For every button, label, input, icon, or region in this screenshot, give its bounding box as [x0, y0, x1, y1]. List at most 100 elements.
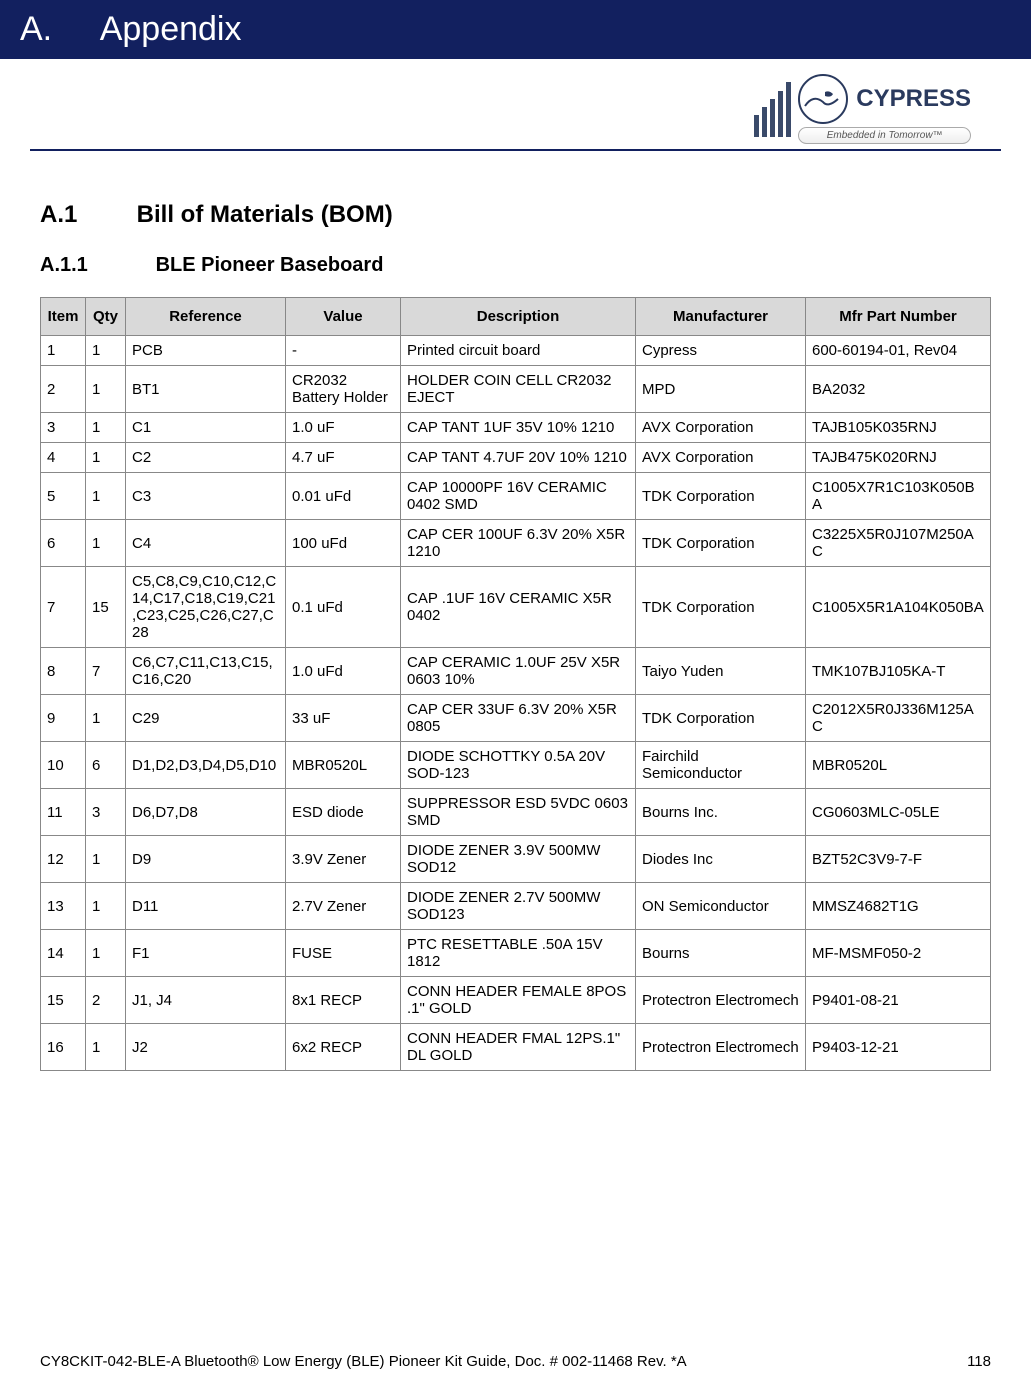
- globe-icon: [798, 74, 848, 124]
- table-cell: FUSE: [286, 930, 401, 977]
- table-row: 21BT1CR2032 Battery HolderHOLDER COIN CE…: [41, 366, 991, 413]
- table-cell: CAP CERAMIC 1.0UF 25V X5R 0603 10%: [401, 648, 636, 695]
- column-header: Value: [286, 298, 401, 336]
- table-cell: 9: [41, 695, 86, 742]
- logo-stripes-icon: [754, 82, 794, 137]
- content-area: A.1 Bill of Materials (BOM) A.1.1 BLE Pi…: [0, 151, 1031, 1071]
- table-cell: HOLDER COIN CELL CR2032 EJECT: [401, 366, 636, 413]
- table-cell: 1.0 uF: [286, 413, 401, 443]
- table-cell: MBR0520L: [286, 742, 401, 789]
- table-cell: CAP 10000PF 16V CERAMIC 0402 SMD: [401, 473, 636, 520]
- table-cell: SUPPRESSOR ESD 5VDC 0603 SMD: [401, 789, 636, 836]
- table-cell: 4.7 uF: [286, 443, 401, 473]
- table-cell: 6: [86, 742, 126, 789]
- header-banner: A. Appendix: [0, 0, 1031, 59]
- table-cell: C6,C7,C11,C13,C15,C16,C20: [126, 648, 286, 695]
- table-cell: 8: [41, 648, 86, 695]
- table-cell: PTC RESETTABLE .50A 15V 1812: [401, 930, 636, 977]
- table-cell: 0.01 uFd: [286, 473, 401, 520]
- table-cell: 1: [86, 836, 126, 883]
- table-cell: Bourns Inc.: [636, 789, 806, 836]
- table-cell: C1005X5R1A104K050BA: [806, 567, 991, 648]
- table-cell: J1, J4: [126, 977, 286, 1024]
- table-cell: 1: [41, 336, 86, 366]
- table-cell: C29: [126, 695, 286, 742]
- table-cell: ON Semiconductor: [636, 883, 806, 930]
- table-cell: 600-60194-01, Rev04: [806, 336, 991, 366]
- table-cell: DIODE ZENER 2.7V 500MW SOD123: [401, 883, 636, 930]
- table-cell: 3.9V Zener: [286, 836, 401, 883]
- column-header: Reference: [126, 298, 286, 336]
- table-cell: CAP TANT 1UF 35V 10% 1210: [401, 413, 636, 443]
- table-cell: 1: [86, 520, 126, 567]
- table-cell: 7: [86, 648, 126, 695]
- table-cell: 1: [86, 1024, 126, 1071]
- subsection-heading-text: BLE Pioneer Baseboard: [156, 254, 384, 276]
- table-cell: D11: [126, 883, 286, 930]
- table-cell: C4: [126, 520, 286, 567]
- table-row: 31C11.0 uFCAP TANT 1UF 35V 10% 1210AVX C…: [41, 413, 991, 443]
- subsection-number: A.1.1: [40, 254, 150, 277]
- cypress-logo: CYPRESS Embedded in Tomorrow™: [754, 74, 971, 149]
- page-footer: CY8CKIT-042-BLE-A Bluetooth® Low Energy …: [40, 1353, 991, 1370]
- table-cell: TAJB475K020RNJ: [806, 443, 991, 473]
- table-cell: C2: [126, 443, 286, 473]
- table-cell: 3: [41, 413, 86, 443]
- table-cell: 1: [86, 336, 126, 366]
- table-row: 161J26x2 RECPCONN HEADER FMAL 12PS.1" DL…: [41, 1024, 991, 1071]
- table-cell: 1: [86, 366, 126, 413]
- table-row: 131D112.7V ZenerDIODE ZENER 2.7V 500MW S…: [41, 883, 991, 930]
- table-cell: DIODE SCHOTTKY 0.5A 20V SOD-123: [401, 742, 636, 789]
- table-cell: MMSZ4682T1G: [806, 883, 991, 930]
- table-cell: CR2032 Battery Holder: [286, 366, 401, 413]
- section-number: A.1: [40, 201, 130, 229]
- table-row: 113D6,D7,D8ESD diodeSUPPRESSOR ESD 5VDC …: [41, 789, 991, 836]
- table-cell: 11: [41, 789, 86, 836]
- table-cell: CAP CER 33UF 6.3V 20% X5R 0805: [401, 695, 636, 742]
- table-cell: 14: [41, 930, 86, 977]
- table-cell: CAP TANT 4.7UF 20V 10% 1210: [401, 443, 636, 473]
- table-cell: 1: [86, 413, 126, 443]
- footer-doc-info: CY8CKIT-042-BLE-A Bluetooth® Low Energy …: [40, 1353, 687, 1370]
- table-cell: 1: [86, 695, 126, 742]
- table-cell: AVX Corporation: [636, 413, 806, 443]
- table-cell: Protectron Electromech: [636, 1024, 806, 1071]
- table-cell: 15: [86, 567, 126, 648]
- table-cell: Printed circuit board: [401, 336, 636, 366]
- table-cell: TMK107BJ105KA-T: [806, 648, 991, 695]
- table-cell: BZT52C3V9-7-F: [806, 836, 991, 883]
- table-cell: 6x2 RECP: [286, 1024, 401, 1071]
- table-cell: D9: [126, 836, 286, 883]
- table-cell: C1: [126, 413, 286, 443]
- logo-tagline: Embedded in Tomorrow™: [798, 127, 971, 144]
- table-header-row: Item Qty Reference Value Description Man…: [41, 298, 991, 336]
- table-cell: TDK Corporation: [636, 520, 806, 567]
- table-cell: Diodes Inc: [636, 836, 806, 883]
- table-cell: 100 uFd: [286, 520, 401, 567]
- table-cell: BA2032: [806, 366, 991, 413]
- section-heading-text: Bill of Materials (BOM): [137, 201, 393, 228]
- table-body: 11PCB-Printed circuit boardCypress600-60…: [41, 336, 991, 1071]
- table-row: 121D93.9V ZenerDIODE ZENER 3.9V 500MW SO…: [41, 836, 991, 883]
- table-cell: CG0603MLC-05LE: [806, 789, 991, 836]
- table-cell: -: [286, 336, 401, 366]
- table-cell: 1: [86, 443, 126, 473]
- table-cell: PCB: [126, 336, 286, 366]
- table-cell: 0.1 uFd: [286, 567, 401, 648]
- table-cell: MBR0520L: [806, 742, 991, 789]
- section-title: A.1 Bill of Materials (BOM): [40, 201, 991, 229]
- table-row: 106D1,D2,D3,D4,D5,D10MBR0520LDIODE SCHOT…: [41, 742, 991, 789]
- column-header: Manufacturer: [636, 298, 806, 336]
- table-cell: Fairchild Semiconductor: [636, 742, 806, 789]
- table-cell: 3: [86, 789, 126, 836]
- table-cell: CONN HEADER FEMALE 8POS .1" GOLD: [401, 977, 636, 1024]
- table-cell: C5,C8,C9,C10,C12,C14,C17,C18,C19,C21,C23…: [126, 567, 286, 648]
- table-row: 715C5,C8,C9,C10,C12,C14,C17,C18,C19,C21,…: [41, 567, 991, 648]
- table-cell: Cypress: [636, 336, 806, 366]
- logo-brand-text: CYPRESS: [856, 85, 971, 113]
- table-cell: 6: [41, 520, 86, 567]
- table-cell: 4: [41, 443, 86, 473]
- column-header: Description: [401, 298, 636, 336]
- column-header: Qty: [86, 298, 126, 336]
- table-row: 11PCB-Printed circuit boardCypress600-60…: [41, 336, 991, 366]
